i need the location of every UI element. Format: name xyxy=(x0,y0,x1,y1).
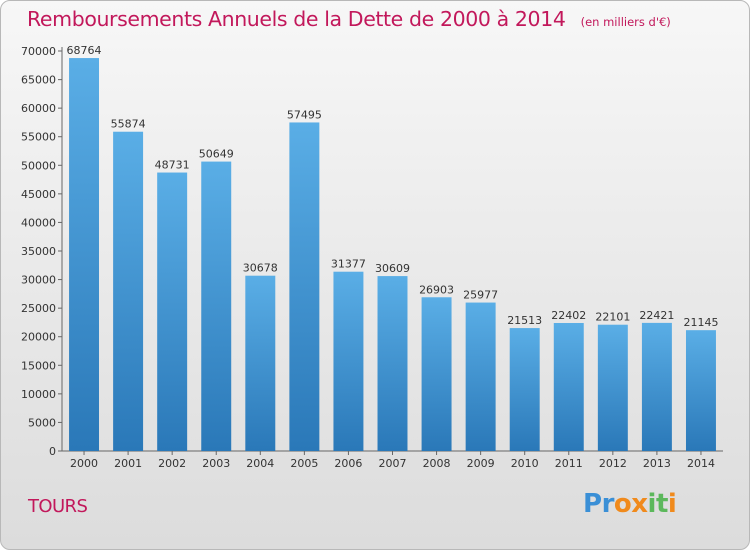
chart-title: Remboursements Annuels de la Dette de 20… xyxy=(27,7,566,31)
bar xyxy=(69,58,100,451)
x-tick-label: 2000 xyxy=(70,457,98,470)
y-tick-label: 60000 xyxy=(21,102,56,115)
y-tick-label: 55000 xyxy=(21,131,56,144)
data-label: 21513 xyxy=(507,314,542,327)
labels: 2000 68764 2001 55874 2002 48731 2003 50649 2004… xyxy=(67,44,719,470)
bars xyxy=(69,58,716,451)
x-tick-label: 2007 xyxy=(379,457,407,470)
y-tick-label: 20000 xyxy=(21,331,56,344)
logo-letter: P xyxy=(583,489,602,519)
y-tick-label: 5000 xyxy=(28,416,56,429)
y-tick-label: 65000 xyxy=(21,74,56,87)
x-tick-label: 2009 xyxy=(467,457,495,470)
y-tick-label: 45000 xyxy=(21,188,56,201)
x-tick-label: 2014 xyxy=(687,457,715,470)
bar xyxy=(289,122,320,451)
x-tick-label: 2008 xyxy=(423,457,451,470)
data-label: 30678 xyxy=(243,262,278,275)
bar xyxy=(201,161,232,451)
x-tick-label: 2004 xyxy=(246,457,274,470)
x-tick-label: 2011 xyxy=(555,457,583,470)
x-tick-label: 2005 xyxy=(290,457,318,470)
proxiti-logo: Proxiti xyxy=(583,489,677,519)
x-tick-label: 2010 xyxy=(511,457,539,470)
axes: 0 5000 10000 15000 20000 25000 30000 35000 40000… xyxy=(21,45,723,458)
data-label: 30609 xyxy=(375,262,410,275)
bar xyxy=(421,297,452,451)
bar xyxy=(157,172,188,451)
bar xyxy=(597,324,628,451)
data-label: 55874 xyxy=(111,118,146,131)
chart-unit: (en milliers d'€) xyxy=(580,15,671,29)
x-tick-label: 2003 xyxy=(202,457,230,470)
x-tick-label: 2013 xyxy=(643,457,671,470)
x-tick-label: 2006 xyxy=(334,457,362,470)
y-tick-label: 50000 xyxy=(21,159,56,172)
y-tick-label: 15000 xyxy=(21,359,56,372)
bar xyxy=(333,271,364,451)
city-name: TOURS xyxy=(28,496,88,517)
data-label: 22402 xyxy=(551,309,586,322)
data-label: 22101 xyxy=(595,311,630,324)
bar xyxy=(509,328,540,451)
logo-letter: i xyxy=(667,489,677,519)
data-label: 48731 xyxy=(155,159,190,172)
y-tick-label: 35000 xyxy=(21,245,56,258)
x-tick-label: 2002 xyxy=(158,457,186,470)
data-label: 22421 xyxy=(639,309,674,322)
logo-letter: x xyxy=(631,489,648,519)
y-tick-label: 70000 xyxy=(21,45,56,58)
x-tick-label: 2001 xyxy=(114,457,142,470)
bar xyxy=(685,330,716,451)
data-label: 31377 xyxy=(331,258,366,271)
data-label: 21145 xyxy=(683,316,718,329)
y-tick-label: 0 xyxy=(49,445,56,458)
logo-letter: o xyxy=(613,489,632,519)
bar xyxy=(113,131,144,451)
bar xyxy=(641,322,672,451)
y-tick-label: 25000 xyxy=(21,302,56,315)
bar xyxy=(553,322,584,451)
data-label: 25977 xyxy=(463,289,498,302)
bar xyxy=(465,302,496,451)
data-label: 68764 xyxy=(67,44,102,57)
bar xyxy=(245,275,276,451)
y-tick-label: 10000 xyxy=(21,388,56,401)
data-label: 26903 xyxy=(419,283,454,296)
data-label: 57495 xyxy=(287,108,322,121)
y-tick-label: 40000 xyxy=(21,216,56,229)
x-tick-label: 2012 xyxy=(599,457,627,470)
logo-letter: t xyxy=(655,489,668,519)
logo-letter: i xyxy=(647,489,657,519)
bar xyxy=(377,276,408,451)
title-row: Remboursements Annuels de la Dette de 20… xyxy=(27,7,671,31)
logo-letter: r xyxy=(601,489,615,519)
y-tick-label: 30000 xyxy=(21,274,56,287)
data-label: 50649 xyxy=(199,148,234,161)
